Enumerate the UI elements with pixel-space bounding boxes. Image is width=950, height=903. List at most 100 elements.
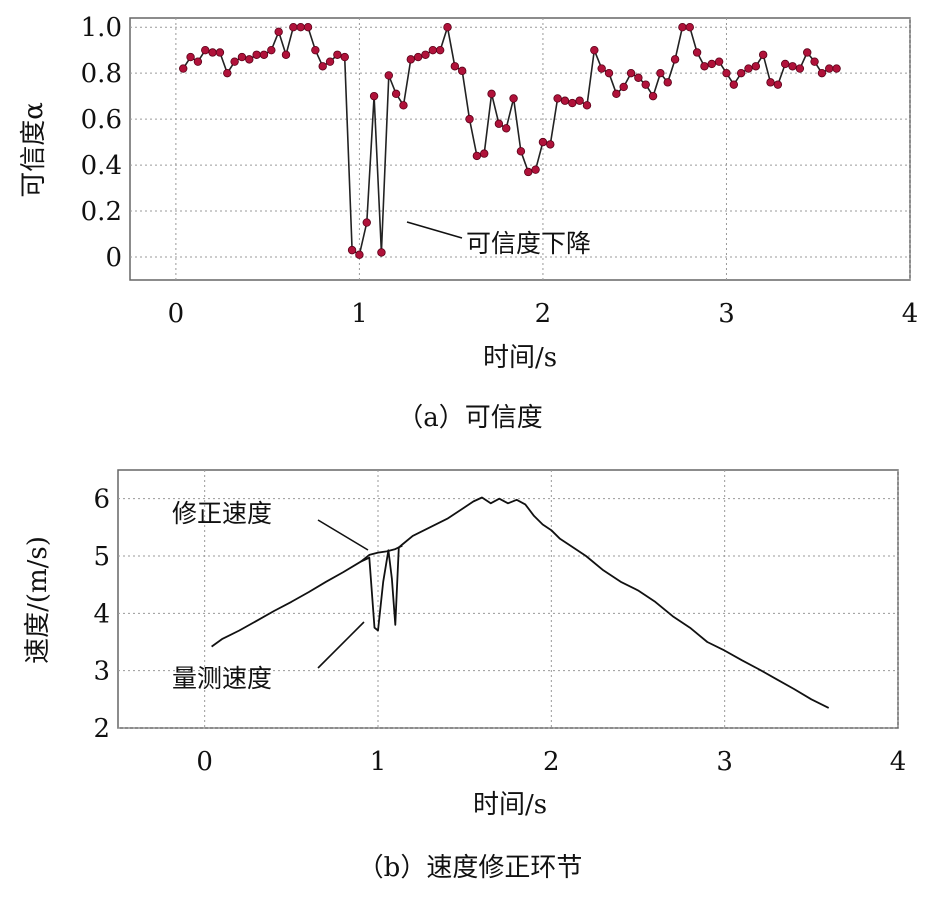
data-point-marker	[502, 124, 511, 133]
data-point-marker	[443, 22, 452, 32]
x-tick-label: 0	[196, 747, 213, 777]
data-point-marker	[377, 248, 386, 257]
data-point-marker	[560, 96, 570, 105]
chart-b-xlabel: 时间/s	[473, 790, 547, 820]
data-point-marker	[179, 64, 188, 73]
data-point-marker	[472, 151, 482, 161]
data-point-marker	[634, 73, 643, 82]
chart-a-annotation: 可信度下降	[466, 229, 591, 258]
x-tick-label: 2	[535, 299, 552, 329]
data-point-marker	[201, 45, 210, 55]
chart-b-x-tick-labels: 0 1 2 3 4	[196, 747, 906, 777]
data-point-marker	[722, 68, 731, 78]
data-point-marker	[604, 68, 614, 78]
series-line	[182, 26, 837, 256]
data-point-marker	[714, 57, 724, 66]
data-point-marker	[509, 94, 518, 103]
x-tick-label: 2	[543, 747, 560, 777]
chart-a-x-tick-labels: 0 1 2 3 4	[168, 299, 919, 329]
data-point-marker	[692, 48, 702, 57]
data-point-marker	[193, 57, 203, 66]
data-point-marker	[318, 62, 327, 71]
data-point-marker	[274, 27, 283, 36]
chart-b-annotation-leader-measured	[317, 621, 365, 669]
data-point-marker	[553, 94, 562, 103]
chart-a-markers	[179, 22, 841, 259]
data-point-marker	[450, 62, 460, 71]
data-point-marker	[582, 101, 592, 110]
data-point-marker	[281, 50, 291, 59]
data-point-marker	[751, 62, 761, 71]
y-tick-label: 6	[93, 485, 110, 515]
data-point-marker	[766, 78, 775, 87]
data-point-marker	[186, 52, 195, 62]
chart-b-y-tick-labels: 2 3 4 5 6	[93, 485, 110, 744]
data-point-marker	[648, 91, 658, 101]
data-point-marker	[259, 50, 269, 59]
chart-b-ylabel: 速度/(m/s)	[23, 536, 53, 664]
x-tick-label: 1	[351, 299, 368, 329]
data-point-marker	[736, 68, 746, 78]
y-tick-label: 2	[93, 714, 110, 744]
data-point-marker	[817, 68, 827, 78]
data-point-marker	[795, 64, 805, 73]
data-point-marker	[524, 167, 533, 177]
y-tick-label: 0.4	[81, 151, 122, 181]
data-point-marker	[303, 22, 313, 32]
data-point-marker	[781, 59, 790, 69]
data-point-marker	[245, 55, 254, 64]
data-point-marker	[333, 50, 342, 59]
chart-a: 0 0.2 0.4 0.6 0.8 1.0 0 1 2 3 4 可信度下降 可信度α 时间/s （…	[19, 13, 918, 433]
y-tick-label: 0.8	[81, 59, 122, 89]
data-point-marker	[421, 50, 430, 59]
chart-a-grid	[130, 18, 911, 280]
data-point-marker	[406, 55, 415, 64]
y-tick-label: 1.0	[81, 13, 122, 43]
data-point-marker	[707, 59, 716, 69]
data-point-marker	[729, 80, 739, 89]
data-point-marker	[208, 48, 217, 57]
data-point-marker	[825, 64, 834, 73]
data-point-marker	[575, 96, 584, 105]
chart-a-caption: （a）可信度	[397, 403, 543, 433]
data-point-marker	[656, 68, 665, 78]
data-point-marker	[215, 48, 225, 57]
data-point-marker	[369, 91, 379, 101]
data-point-marker	[670, 55, 680, 64]
data-point-marker	[758, 50, 768, 59]
chart-b-annotation-measured: 量测速度	[172, 664, 272, 693]
data-point-marker	[428, 45, 438, 55]
y-tick-label: 0.2	[81, 197, 122, 227]
chart-a-series	[182, 26, 837, 256]
chart-a-ylabel: 可信度α	[19, 102, 49, 198]
x-tick-label: 4	[902, 299, 919, 329]
y-tick-label: 5	[93, 542, 110, 572]
data-point-marker	[744, 64, 753, 73]
chart-b-series	[211, 496, 830, 709]
data-point-marker	[641, 80, 650, 89]
data-point-marker	[531, 165, 540, 174]
data-point-marker	[399, 101, 408, 110]
data-point-marker	[267, 45, 276, 55]
chart-a-annotation-leader	[406, 221, 463, 239]
chart-b: 2 3 4 5 6 0 1 2 3 4 修正速度 量测速度 速度/(m/s) 时间/s （b）速…	[23, 469, 906, 883]
data-point-marker	[494, 119, 504, 128]
chart-b-grid	[118, 470, 899, 729]
data-point-marker	[480, 149, 489, 158]
data-point-marker	[685, 22, 694, 32]
data-point-marker	[612, 89, 621, 99]
data-point-marker	[457, 66, 467, 76]
series-line	[211, 496, 830, 709]
data-point-marker	[700, 62, 709, 71]
data-point-marker	[325, 57, 335, 66]
y-tick-label: 0	[105, 243, 122, 273]
data-point-marker	[597, 64, 606, 73]
x-tick-label: 1	[370, 747, 387, 777]
data-point-marker	[347, 245, 357, 255]
x-tick-label: 3	[716, 747, 733, 777]
data-point-marker	[663, 78, 672, 87]
data-point-marker	[252, 50, 261, 59]
data-point-marker	[296, 22, 305, 32]
x-tick-label: 3	[718, 299, 735, 329]
